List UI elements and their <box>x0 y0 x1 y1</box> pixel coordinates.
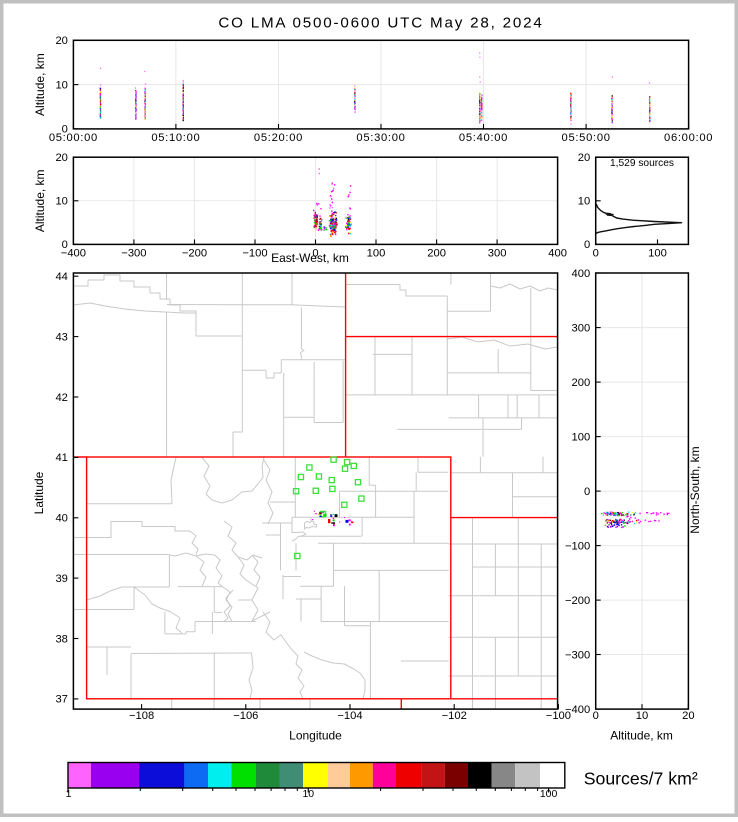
svg-text:100: 100 <box>648 248 667 260</box>
svg-text:1: 1 <box>66 788 72 800</box>
svg-text:300: 300 <box>488 248 507 260</box>
svg-text:200: 200 <box>427 248 446 260</box>
svg-text:0: 0 <box>584 239 590 251</box>
svg-text:−200: −200 <box>565 595 590 607</box>
svg-text:42: 42 <box>55 392 67 404</box>
svg-text:44: 44 <box>55 271 67 283</box>
svg-text:100: 100 <box>367 248 386 260</box>
svg-text:East-West, km: East-West, km <box>271 251 349 265</box>
svg-text:Altitude, km: Altitude, km <box>610 729 673 743</box>
svg-text:CO LMA 0500-0600 UTC May 28, 2: CO LMA 0500-0600 UTC May 28, 2024 <box>218 15 543 32</box>
svg-text:05:40:00: 05:40:00 <box>459 132 508 144</box>
svg-text:38: 38 <box>55 633 67 645</box>
svg-text:−200: −200 <box>182 248 207 260</box>
svg-text:0: 0 <box>593 248 599 260</box>
svg-text:10: 10 <box>55 196 67 208</box>
svg-text:400: 400 <box>572 268 591 280</box>
svg-text:40: 40 <box>55 513 67 525</box>
svg-text:400: 400 <box>548 248 567 260</box>
svg-text:Altitude, km: Altitude, km <box>33 53 47 116</box>
svg-text:−108: −108 <box>129 710 154 722</box>
svg-text:0: 0 <box>593 710 599 722</box>
svg-text:05:50:00: 05:50:00 <box>562 132 611 144</box>
svg-text:−300: −300 <box>565 649 590 661</box>
svg-text:−100: −100 <box>546 710 571 722</box>
svg-text:0: 0 <box>62 239 68 251</box>
svg-text:−400: −400 <box>565 704 590 716</box>
svg-text:−104: −104 <box>337 710 362 722</box>
svg-text:05:30:00: 05:30:00 <box>356 132 405 144</box>
svg-text:05:10:00: 05:10:00 <box>151 132 200 144</box>
svg-text:37: 37 <box>55 694 67 706</box>
svg-text:−400: −400 <box>61 248 86 260</box>
svg-text:−300: −300 <box>121 248 146 260</box>
svg-text:10: 10 <box>636 710 648 722</box>
svg-text:0: 0 <box>584 486 590 498</box>
svg-text:41: 41 <box>55 452 67 464</box>
svg-text:Longitude: Longitude <box>289 729 342 743</box>
svg-text:North-South, km: North-South, km <box>688 446 702 533</box>
svg-text:Sources/7 km²: Sources/7 km² <box>584 769 698 789</box>
svg-text:43: 43 <box>55 331 67 343</box>
svg-text:200: 200 <box>572 377 591 389</box>
svg-text:0: 0 <box>62 124 68 136</box>
svg-text:06:00:00: 06:00:00 <box>664 132 713 144</box>
svg-text:05:20:00: 05:20:00 <box>254 132 303 144</box>
svg-text:20: 20 <box>682 710 694 722</box>
svg-text:10: 10 <box>302 788 314 800</box>
svg-text:20: 20 <box>55 35 67 47</box>
svg-text:−100: −100 <box>242 248 267 260</box>
svg-text:20: 20 <box>578 152 590 164</box>
svg-text:10: 10 <box>578 196 590 208</box>
svg-text:100: 100 <box>572 431 591 443</box>
svg-text:Altitude, km: Altitude, km <box>33 169 47 232</box>
svg-text:20: 20 <box>55 152 67 164</box>
svg-text:−102: −102 <box>442 710 467 722</box>
svg-text:10: 10 <box>55 79 67 91</box>
svg-text:300: 300 <box>572 322 591 334</box>
svg-text:Latitude: Latitude <box>32 471 46 514</box>
svg-text:39: 39 <box>55 573 67 585</box>
svg-text:100: 100 <box>540 788 558 800</box>
svg-text:−100: −100 <box>565 540 590 552</box>
svg-text:0: 0 <box>312 248 318 260</box>
svg-text:1,529 sources: 1,529 sources <box>610 158 674 169</box>
svg-text:−106: −106 <box>233 710 258 722</box>
svg-text:05:00:00: 05:00:00 <box>49 132 98 144</box>
